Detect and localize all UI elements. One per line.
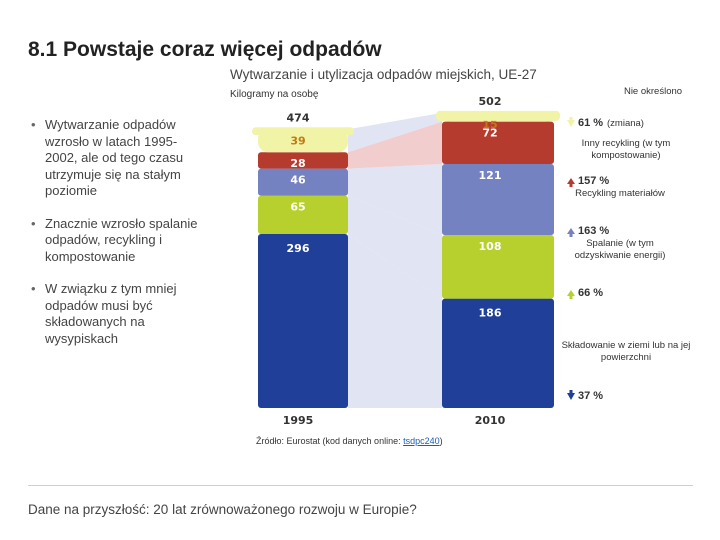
data-label: 108 [479, 240, 502, 253]
source-note: Źródło: Eurostat (kod danych online: tsd… [256, 436, 443, 446]
data-label: 121 [479, 169, 502, 182]
arrow-stem [569, 390, 573, 394]
arrow-up-icon [567, 178, 575, 184]
legend-label-incineration: Spalanie (w tym odzyskiwanie energii) [574, 238, 666, 261]
connector-band-material_recycling [348, 163, 442, 236]
arrow-stem [569, 233, 573, 237]
bullet-item: Znacznie wzrosło spalanie odpadów, recyk… [28, 216, 198, 266]
connector-band-unspecified [348, 112, 442, 153]
change-value-landfill: 37 % [578, 390, 604, 402]
source-suffix: ) [439, 436, 443, 446]
change-note: (zmiana) [607, 118, 644, 129]
bullet-item: W związku z tym mniej odpadów musi być s… [28, 281, 198, 347]
page-title: 8.1 Powstaje coraz więcej odpadów [28, 38, 382, 61]
data-label: 46 [290, 174, 306, 187]
legend-label-other_recycling: Inny recykling (w tym kompostowanie) [581, 138, 671, 161]
arrow-down-icon [567, 393, 575, 400]
bar-segment-landfill-2010 [442, 298, 554, 408]
legend-label-landfill: Składowanie w ziemi lub na jej powierzch… [561, 340, 691, 363]
change-value-unspecified: 61 % [578, 117, 604, 129]
chart-title: Wytwarzanie i utylizacja odpadów miejski… [230, 67, 537, 82]
y-axis-label: Kilogramy na osobę [230, 89, 319, 100]
change-value-other_recycling: 157 % [578, 175, 610, 187]
data-label: 186 [479, 307, 502, 320]
source-link[interactable]: tsdpc240 [403, 436, 440, 446]
data-label: 28 [290, 157, 305, 170]
data-label: 72 [482, 127, 497, 140]
connector-band-incineration [348, 195, 442, 299]
bullet-item: Wytwarzanie odpadów wzrosło w latach 199… [28, 117, 198, 200]
x-tick-label: 2010 [475, 414, 506, 427]
bar-segment-other_recycling-2010 [442, 121, 554, 164]
arrow-up-icon [567, 228, 575, 234]
arrow-stem [569, 183, 573, 187]
connector-band-landfill [348, 233, 442, 408]
data-label: 296 [287, 242, 310, 255]
bar-segment-material_recycling-1995 [258, 168, 348, 196]
data-label: 65 [290, 201, 305, 214]
bullet-list: Wytwarzanie odpadów wzrosło w latach 199… [28, 117, 198, 363]
bar-segment-incineration-1995 [258, 195, 348, 234]
total-label: 474 [287, 111, 310, 124]
source-prefix: Źródło: Eurostat (kod danych online: [256, 436, 404, 446]
bin-lid [436, 110, 560, 121]
divider [28, 485, 693, 486]
bin-lid [252, 127, 354, 136]
footer-text: Dane na przyszłość: 20 lat zrównoważoneg… [28, 502, 417, 517]
arrow-stem [569, 117, 573, 121]
data-label: 39 [290, 134, 305, 147]
bar-segment-landfill-1995 [258, 233, 348, 408]
arrow-down-icon [567, 120, 575, 127]
change-value-incineration: 66 % [578, 287, 604, 299]
change-value-material_recycling: 163 % [578, 225, 610, 237]
bar-segment-incineration-2010 [442, 235, 554, 299]
connector-band-other_recycling [348, 121, 442, 169]
arrow-up-icon [567, 290, 575, 296]
bar-segment-material_recycling-2010 [442, 163, 554, 236]
x-tick-label: 1995 [283, 414, 314, 427]
arrow-stem [569, 295, 573, 299]
legend-label-material_recycling: Recykling materiałów [575, 188, 665, 199]
legend-label-unspecified: Nie określono [623, 86, 683, 97]
total-label: 502 [479, 95, 502, 108]
bar-segment-other_recycling-1995 [258, 152, 348, 169]
data-label: 15 [482, 118, 497, 131]
